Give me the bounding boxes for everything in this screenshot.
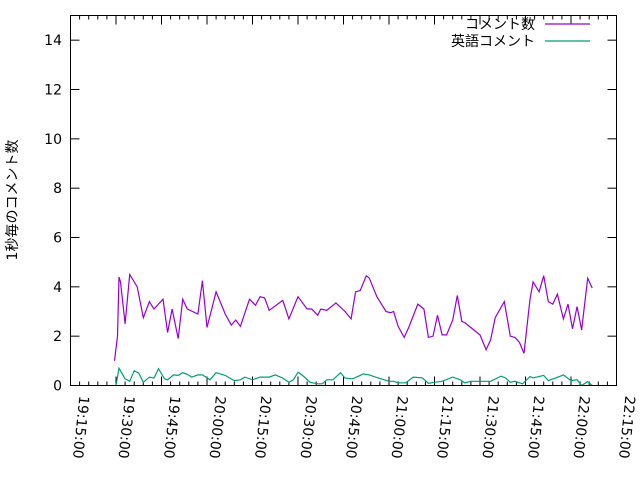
y-tick-label: 6 <box>53 231 62 247</box>
x-tick-label: 21:45:00 <box>524 395 546 459</box>
series-line-1 <box>116 368 592 385</box>
x-tick-label: 20:00:00 <box>205 395 227 459</box>
x-tick-label: 19:30:00 <box>114 395 136 459</box>
x-tick-labels: 19:15:00 19:30:00 19:45:00 20:00:00 20:15:00… <box>69 395 637 459</box>
x-tick-label: 22:00:00 <box>569 395 591 459</box>
plot-frame <box>71 16 617 386</box>
y-tick-label: 14 <box>44 33 62 49</box>
legend-label: 英語コメント <box>451 33 535 50</box>
y-tick-labels: 0 2 4 6 8 10 12 14 <box>44 33 62 394</box>
y-axis-label: 1秒毎のコメント数 <box>5 140 21 261</box>
y-tick-label: 12 <box>44 83 62 99</box>
axis-ticks <box>71 16 617 386</box>
y-tick-label: 2 <box>53 329 62 345</box>
x-tick-label: 22:15:00 <box>615 395 637 459</box>
x-tick-label: 21:15:00 <box>433 395 455 459</box>
x-tick-label: 19:45:00 <box>160 395 182 459</box>
x-tick-label: 21:30:00 <box>478 395 500 459</box>
series-line-0 <box>115 275 593 361</box>
y-tick-label: 10 <box>44 132 62 148</box>
x-tick-label: 20:15:00 <box>251 395 273 459</box>
x-tick-label: 20:45:00 <box>342 395 364 459</box>
x-tick-label: 19:15:00 <box>69 395 91 459</box>
y-tick-label: 8 <box>53 181 62 197</box>
legend-label: コメント数 <box>465 17 535 33</box>
y-tick-label: 4 <box>53 280 62 296</box>
y-tick-label: 0 <box>53 379 62 395</box>
x-tick-label: 20:30:00 <box>296 395 318 459</box>
series-lines <box>114 274 592 385</box>
x-tick-label: 21:00:00 <box>387 395 409 459</box>
